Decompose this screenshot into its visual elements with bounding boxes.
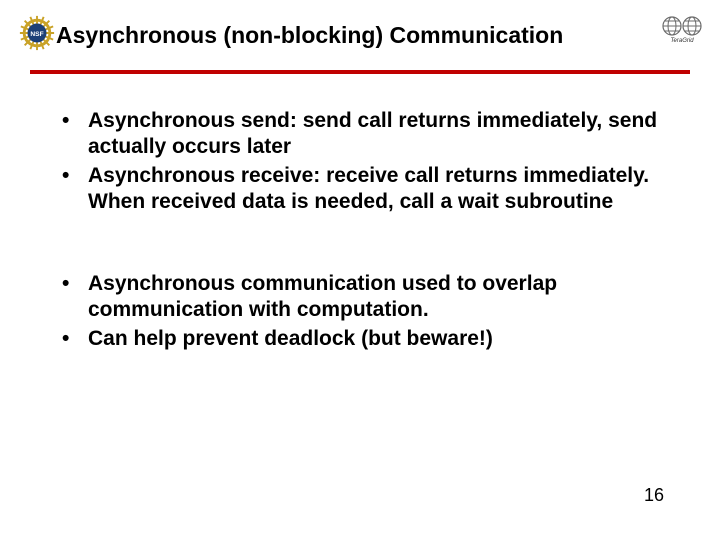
bullet-text: Asynchronous communication used to overl… <box>88 271 664 324</box>
bullet-group: • Asynchronous communication used to ove… <box>62 271 664 352</box>
nsf-logo-icon: NSF <box>18 14 56 52</box>
title-underline <box>30 70 690 74</box>
list-item: • Asynchronous receive: receive call ret… <box>62 163 664 216</box>
bullet-marker: • <box>62 326 88 352</box>
bullet-text: Asynchronous receive: receive call retur… <box>88 163 664 216</box>
bullet-text: Asynchronous send: send call returns imm… <box>88 108 664 161</box>
slide-title: Asynchronous (non-blocking) Communicatio… <box>56 22 563 49</box>
page-number: 16 <box>644 485 664 506</box>
slide: NSF Asynchronous (non-blocking) Communic… <box>0 0 720 540</box>
bullet-marker: • <box>62 108 88 161</box>
bullet-group: • Asynchronous send: send call returns i… <box>62 108 664 215</box>
bullet-marker: • <box>62 271 88 324</box>
teragrid-logo-icon: TeraGrid <box>658 14 706 44</box>
bullet-marker: • <box>62 163 88 216</box>
svg-text:NSF: NSF <box>30 31 43 38</box>
list-item: • Can help prevent deadlock (but beware!… <box>62 326 664 352</box>
bullet-text: Can help prevent deadlock (but beware!) <box>88 326 664 352</box>
list-item: • Asynchronous communication used to ove… <box>62 271 664 324</box>
slide-body: • Asynchronous send: send call returns i… <box>62 108 664 354</box>
teragrid-label: TeraGrid <box>670 38 693 44</box>
list-item: • Asynchronous send: send call returns i… <box>62 108 664 161</box>
slide-header: NSF Asynchronous (non-blocking) Communic… <box>0 0 720 76</box>
